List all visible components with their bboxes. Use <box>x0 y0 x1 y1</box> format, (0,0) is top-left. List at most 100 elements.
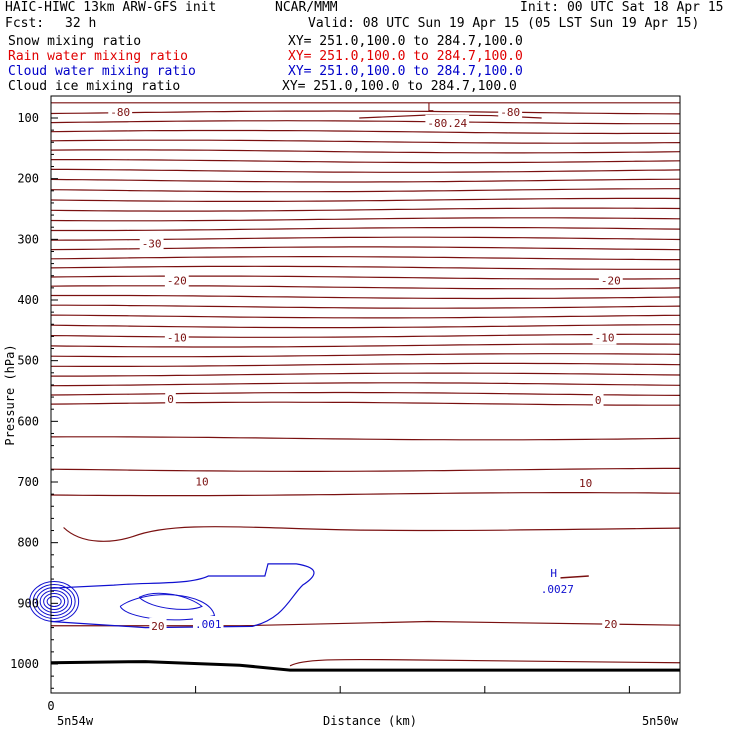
label-background <box>164 329 189 345</box>
cloud-water-label: .001 <box>195 618 222 631</box>
temperature-label: 10 <box>579 477 592 490</box>
model-title: HAIC-HIWC 13km ARW-GFS init <box>5 0 217 15</box>
legend-rain-name: Rain water mixing ratio <box>8 49 189 64</box>
init-time: Init: 00 UTC Sat 18 Apr 15 <box>520 0 724 15</box>
isotherm-line <box>51 362 681 367</box>
isotherm-line <box>51 304 681 309</box>
temperature-label: 0 <box>595 394 602 407</box>
extremum-marker: H <box>550 567 557 580</box>
label-background <box>193 473 211 489</box>
isotherm-line <box>50 129 681 135</box>
cloud-water-contour <box>32 584 76 620</box>
y-tick-label: 800 <box>17 536 39 550</box>
legend-cloud-ice-name: Cloud ice mixing ratio <box>8 79 181 94</box>
terrain-line <box>50 660 680 672</box>
label-background <box>592 392 604 408</box>
temperature-contours <box>50 102 681 667</box>
valid-time: Valid: 08 UTC Sun 19 Apr 15 (05 LST Sun … <box>308 16 700 31</box>
isotherm-line <box>50 285 681 290</box>
legend-cloud-water-xy: XY= 251.0,100.0 to 284.7,100.0 <box>288 64 523 79</box>
isotherm-line <box>50 382 681 387</box>
cloud-water-contour <box>50 563 315 629</box>
legend-cloud-ice-xy: XY= 251.0,100.0 to 284.7,100.0 <box>282 79 517 94</box>
temperature-label: 10 <box>195 475 208 488</box>
cloud-water-contour <box>46 596 62 608</box>
y-tick-label: 600 <box>17 414 39 428</box>
y-tick-label: 1000 <box>10 657 39 671</box>
isotherm-line <box>51 159 681 164</box>
isotherm-line <box>50 139 681 144</box>
organization: NCAR/MMM <box>275 0 338 15</box>
isotherm-line <box>50 353 681 358</box>
label-background <box>602 615 620 631</box>
contour-labels: -80 -80 -30 -20 -20 -10 -10 0 0 10 10 20 20 .001 L -80.… <box>108 101 623 633</box>
isotherm-line <box>50 217 681 222</box>
legend-snow-xy: XY= 251.0,100.0 to 284.7,100.0 <box>288 34 523 49</box>
temperature-label: -10 <box>595 332 615 345</box>
isotherm-line <box>50 314 681 319</box>
isotherm-line <box>50 467 680 472</box>
x-left-end-label: 5n54w <box>57 714 94 728</box>
isotherm-line <box>50 401 680 406</box>
isotherm-line <box>50 256 680 261</box>
y-tick-label: 400 <box>17 293 39 307</box>
y-axis-title: Pressure (hPa) <box>3 344 17 445</box>
label-background <box>165 390 176 406</box>
label-background <box>149 617 167 633</box>
isotherm-line <box>50 110 681 115</box>
label-background <box>592 329 617 345</box>
cloud-water-contour <box>138 592 203 610</box>
y-tick-label: 700 <box>17 475 39 489</box>
y-tick-label: 500 <box>17 354 39 368</box>
forecast-hour: 32 h <box>65 16 97 31</box>
y-tick-label: 900 <box>17 596 39 610</box>
terrain-line <box>50 660 680 672</box>
cloud-water-contour <box>43 593 66 611</box>
temperature-label: 20 <box>151 620 164 633</box>
legend-cloud-water-name: Cloud water mixing ratio <box>8 64 196 79</box>
isotherm-line <box>51 372 681 377</box>
cloud-water-contour <box>36 587 73 617</box>
label-background <box>577 475 595 491</box>
temperature-label: -30 <box>142 238 162 251</box>
forecast-label: Fcst: <box>5 16 45 31</box>
isotherm-line <box>289 658 681 667</box>
isotherm-line <box>50 391 681 396</box>
high-contour <box>560 575 589 579</box>
isotherm-line <box>51 620 681 627</box>
cloud-water-contour <box>119 594 216 621</box>
x-tick-label: 0 <box>47 699 54 713</box>
label-background <box>498 103 523 119</box>
isotherm-line <box>51 168 681 173</box>
label-background <box>164 272 189 288</box>
isotherm-line <box>50 333 680 338</box>
y-tick-label: 100 <box>17 111 39 125</box>
extremum-marker: L <box>427 101 434 114</box>
legend-rain-xy: XY= 251.0,100.0 to 284.7,100.0 <box>288 49 523 64</box>
label-background <box>193 615 224 631</box>
isotherm-line <box>50 492 681 497</box>
isotherm-line <box>50 324 680 329</box>
isotherm-line <box>50 197 681 202</box>
legend-snow-name: Snow mixing ratio <box>8 34 142 49</box>
temperature-label: -10 <box>167 332 187 345</box>
temperature-label: -20 <box>601 275 621 288</box>
temperature-label: -20 <box>167 275 187 288</box>
plot-border <box>50 95 681 694</box>
extremum-value: .0027 <box>541 583 574 596</box>
isotherm-line <box>50 265 680 270</box>
isotherm-line <box>50 275 681 280</box>
label-background <box>139 235 164 251</box>
label-background <box>108 103 133 119</box>
cloud-water-contour <box>39 590 69 614</box>
temperature-label: 0 <box>167 393 174 406</box>
isotherm-line <box>50 188 680 193</box>
plot-frame <box>50 95 681 694</box>
y-tick-label: 200 <box>17 172 39 186</box>
isotherm-line <box>50 207 681 212</box>
isotherm-line <box>50 343 681 348</box>
isotherm-line <box>50 436 681 441</box>
